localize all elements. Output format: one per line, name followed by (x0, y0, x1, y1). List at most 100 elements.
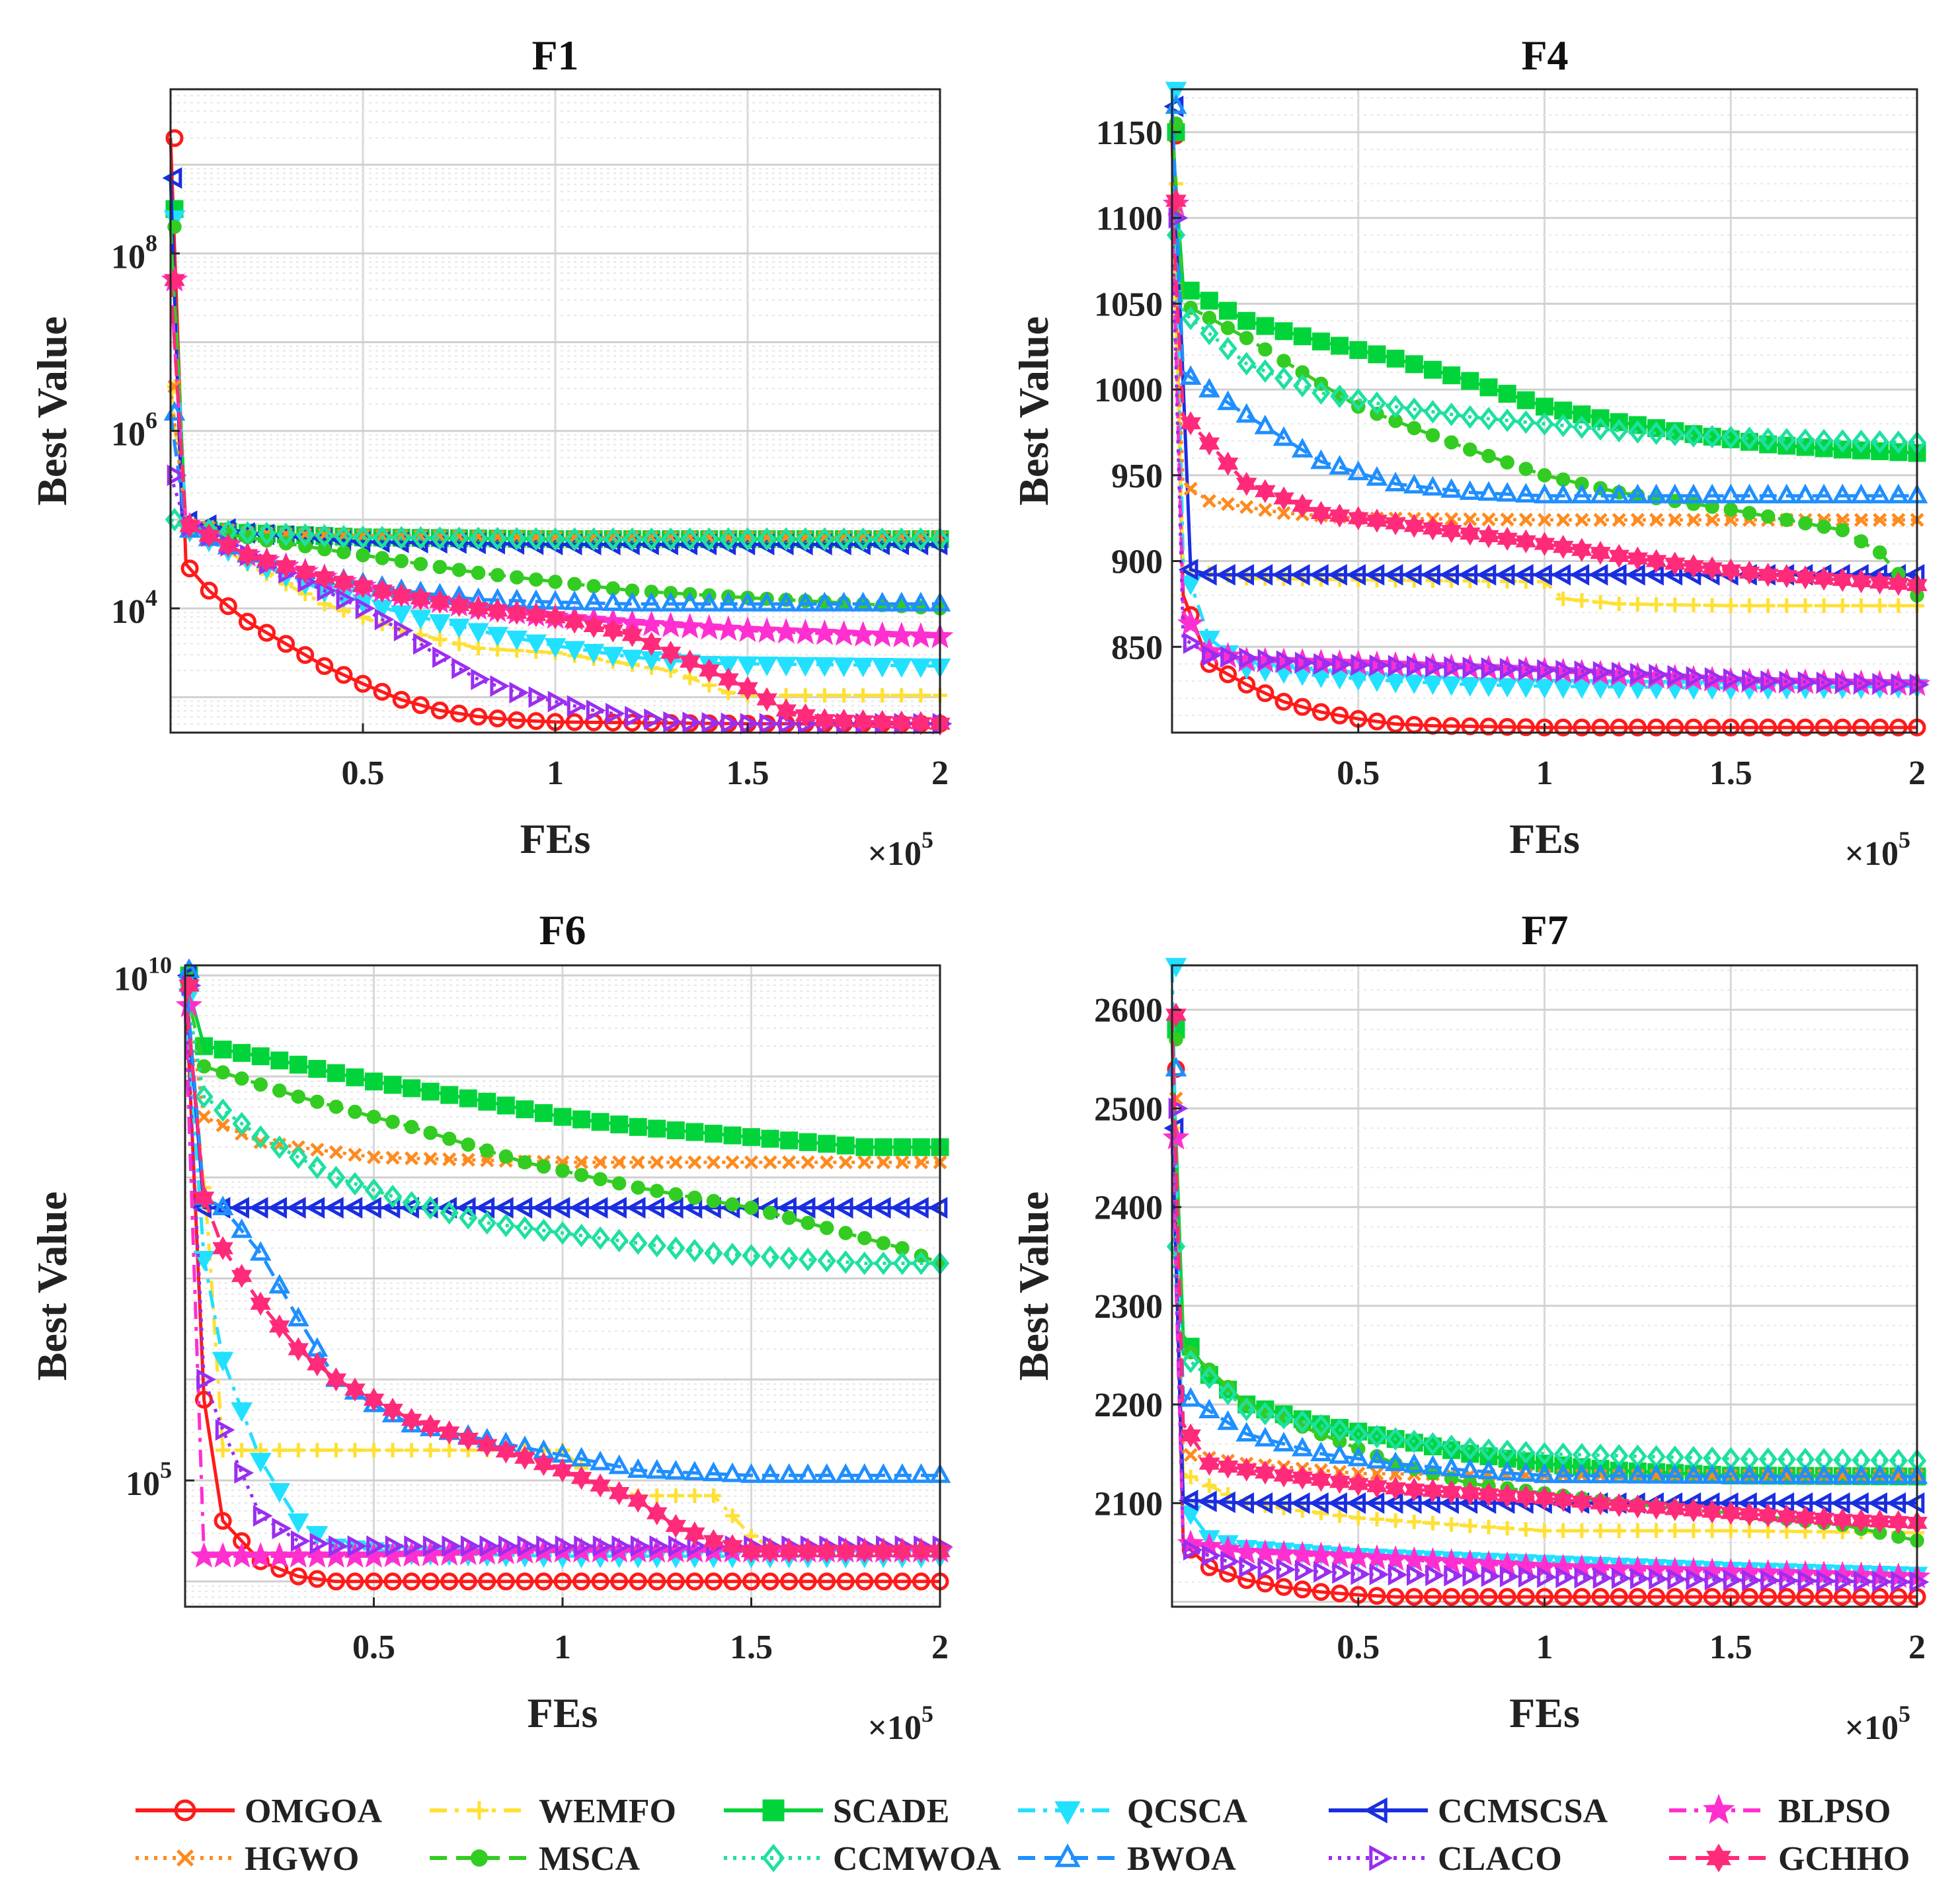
data-point (1386, 1427, 1405, 1451)
data-point (1346, 1492, 1366, 1514)
data-point (1850, 1464, 1872, 1484)
data-point (296, 646, 315, 665)
data-point (756, 592, 778, 612)
data-point (1366, 1449, 1388, 1469)
data-point (704, 1125, 723, 1143)
data-point (1515, 535, 1537, 553)
data-point (1403, 674, 1425, 694)
data-point (1667, 1523, 1682, 1539)
data-point (1217, 390, 1239, 411)
data-point (1869, 1464, 1891, 1484)
data-point (1742, 506, 1757, 520)
x-tick-label: 0.5 (1337, 754, 1380, 792)
data-point (372, 585, 393, 603)
data-point (1478, 530, 1499, 549)
data-point (216, 1118, 230, 1133)
data-point (1329, 509, 1351, 528)
data-point (1440, 525, 1462, 544)
data-point (1200, 292, 1218, 310)
data-point (855, 1251, 875, 1275)
data-point (1720, 1507, 1742, 1525)
x-axis-multiplier: ×105 (867, 1701, 933, 1747)
data-point (1444, 435, 1459, 450)
data-point (820, 1155, 834, 1170)
data-point (1219, 665, 1237, 684)
data-point (1833, 429, 1852, 453)
data-point (1630, 596, 1645, 612)
data-point (1852, 718, 1870, 737)
data-point (757, 527, 777, 551)
data-point (756, 657, 778, 676)
data-point (1276, 650, 1296, 672)
data-point (229, 1197, 249, 1219)
data-point (888, 622, 916, 648)
data-point (1499, 658, 1520, 680)
data-point (1609, 419, 1629, 443)
data-point (375, 551, 389, 565)
data-point (1310, 1441, 1332, 1461)
data-point (272, 1443, 287, 1458)
data-point (627, 1494, 648, 1513)
data-point (1649, 1568, 1668, 1590)
data-point (1794, 1464, 1817, 1484)
data-point (661, 527, 680, 551)
data-point (668, 1155, 683, 1170)
data-point (1798, 516, 1813, 531)
data-point (759, 1463, 781, 1483)
data-point (1198, 1457, 1220, 1476)
data-point (890, 592, 913, 612)
data-point (778, 1545, 800, 1564)
data-point (1588, 563, 1608, 586)
data-point (1758, 427, 1778, 452)
data-point (1481, 1519, 1496, 1535)
data-point (1403, 1483, 1425, 1502)
data-point (629, 1117, 647, 1136)
data-point (325, 1373, 347, 1392)
data-point (1425, 428, 1440, 443)
data-point (214, 1040, 232, 1059)
data-point (663, 1197, 684, 1219)
data-point (1888, 1515, 1909, 1535)
data-point (1368, 1587, 1386, 1605)
data-point (687, 1488, 702, 1503)
data-point (545, 611, 566, 629)
data-point (478, 1092, 496, 1111)
data-point (1649, 512, 1664, 527)
data-point (1667, 1568, 1688, 1590)
data-point (459, 1206, 478, 1230)
data-point (1401, 1492, 1422, 1514)
legend-label: BWOA (1127, 1840, 1236, 1878)
series-wemfo (1169, 1121, 1924, 1541)
data-point (572, 1572, 591, 1591)
data-point (871, 658, 894, 678)
data-point (1608, 1463, 1630, 1484)
data-point (1369, 1563, 1390, 1586)
data-point (1552, 1463, 1575, 1483)
data-point (1684, 424, 1704, 448)
data-point (874, 1251, 893, 1275)
legend-label: CCMSCSA (1438, 1793, 1608, 1830)
data-point (1573, 718, 1591, 737)
data-point (516, 1572, 534, 1591)
data-point (1831, 483, 1854, 504)
data-point (1234, 1492, 1254, 1514)
data-point (467, 623, 489, 643)
data-point (1904, 1492, 1925, 1514)
data-point (345, 1172, 365, 1196)
data-point (604, 527, 623, 551)
data-point (816, 1545, 838, 1564)
data-point (402, 1191, 421, 1215)
data-point (761, 1572, 779, 1591)
data-point (838, 1155, 853, 1170)
data-point (1498, 717, 1516, 736)
data-point (1816, 671, 1836, 694)
data-point (834, 1463, 857, 1483)
data-point (666, 1236, 686, 1260)
data-point (193, 1250, 215, 1271)
y-axis-label: Best Value (1010, 316, 1057, 505)
data-point (329, 1100, 344, 1114)
data-point (912, 1572, 930, 1591)
data-point (1440, 1486, 1462, 1504)
data-point (423, 1125, 438, 1141)
data-point (231, 1402, 253, 1422)
